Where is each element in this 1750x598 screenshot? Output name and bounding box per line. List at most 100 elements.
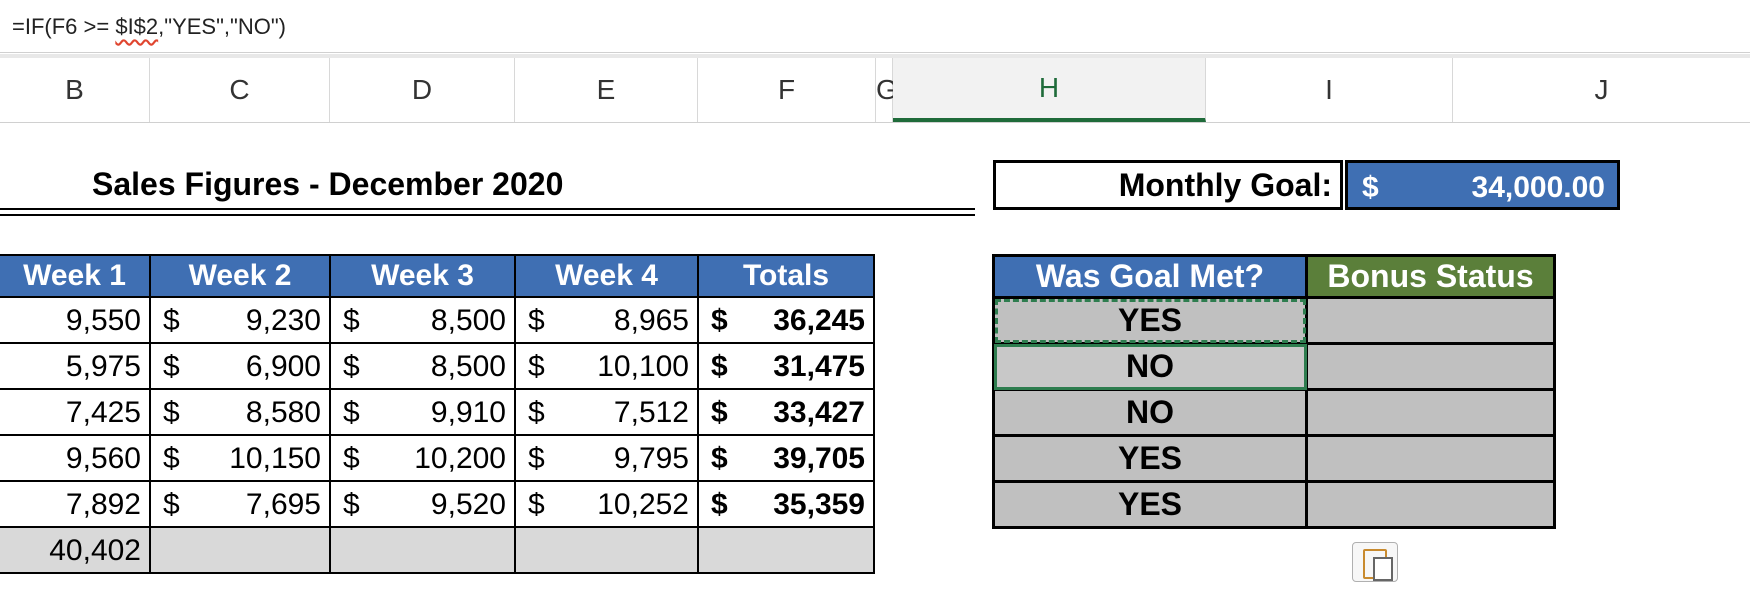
table-cell-total[interactable]: $39,705: [697, 434, 875, 482]
table-cell-w3[interactable]: $10,200: [329, 434, 516, 482]
table-cell-w4[interactable]: $10,100: [514, 342, 699, 390]
title-underline-double: [0, 214, 975, 216]
header-week-1[interactable]: Week 1: [0, 254, 151, 298]
column-header-f[interactable]: F: [698, 58, 876, 122]
table-cell-total[interactable]: $36,245: [697, 296, 875, 344]
table-cell-w2[interactable]: $9,230: [149, 296, 331, 344]
footer-cell-week-3[interactable]: [329, 526, 516, 574]
column-header-e[interactable]: E: [515, 58, 698, 122]
monthly-goal-label[interactable]: Monthly Goal:: [993, 160, 1343, 210]
table-cell-w1[interactable]: 9,550: [0, 296, 151, 344]
footer-cell-totals[interactable]: [697, 526, 875, 574]
table-cell-w2[interactable]: $8,580: [149, 388, 331, 436]
table-cell-w3[interactable]: $9,520: [329, 480, 516, 528]
cell-value: 7,695: [245, 488, 321, 521]
table-row: 9,560 $10,150 $10,200 $9,795 $39,705: [0, 434, 875, 482]
column-header-g[interactable]: G: [876, 58, 898, 122]
cell-value: 6,900: [245, 350, 321, 383]
cell-value: 8,500: [430, 304, 506, 337]
currency-symbol: $: [163, 488, 180, 521]
table-cell-w4[interactable]: $10,252: [514, 480, 699, 528]
currency-symbol: $: [343, 442, 360, 475]
column-header-d[interactable]: D: [330, 58, 515, 122]
table-cell-w3[interactable]: $9,910: [329, 388, 516, 436]
paper-shape: [1373, 557, 1393, 581]
table-cell-w1[interactable]: 5,975: [0, 342, 151, 390]
paste-options-icon[interactable]: [1352, 542, 1398, 582]
bonus-status-cell[interactable]: [1305, 388, 1556, 437]
footer-cell-week-2[interactable]: [149, 526, 331, 574]
sheet-title[interactable]: Sales Figures - December 2020: [92, 166, 564, 202]
currency-symbol: $: [711, 442, 728, 475]
table-cell-w2[interactable]: $6,900: [149, 342, 331, 390]
bonus-status-cell[interactable]: [1305, 480, 1556, 529]
header-week-4[interactable]: Week 4: [514, 254, 699, 298]
table-cell-w1[interactable]: 9,560: [0, 434, 151, 482]
footer-cell-week-1[interactable]: 40,402: [0, 526, 151, 574]
table-cell-total[interactable]: $31,475: [697, 342, 875, 390]
currency-symbol: $: [343, 396, 360, 429]
column-header-i[interactable]: I: [1206, 58, 1453, 122]
column-header-b[interactable]: B: [0, 58, 150, 122]
table-row: YES: [992, 296, 1556, 345]
column-header-c[interactable]: C: [150, 58, 330, 122]
bonus-status-cell[interactable]: [1305, 434, 1556, 483]
formula-ref: $I$2: [115, 14, 159, 39]
bonus-status-cell[interactable]: [1305, 296, 1556, 345]
currency-symbol: $: [1362, 171, 1379, 204]
currency-symbol: $: [343, 488, 360, 521]
table-cell-w4[interactable]: $8,965: [514, 296, 699, 344]
table-cell-w1[interactable]: 7,892: [0, 480, 151, 528]
footer-week-1-value: 40,402: [49, 534, 141, 567]
table-cell-w4[interactable]: $7,512: [514, 388, 699, 436]
goal-status-table: Was Goal Met? Bonus Status YES NO NO YES YES: [992, 254, 1556, 529]
table-cell-w3[interactable]: $8,500: [329, 342, 516, 390]
currency-symbol: $: [528, 488, 545, 521]
table-row: YES: [992, 480, 1556, 529]
table-cell-w4[interactable]: $9,795: [514, 434, 699, 482]
header-bonus-status[interactable]: Bonus Status: [1305, 254, 1556, 299]
cell-value: 9,795: [613, 442, 689, 475]
footer-cell-week-4[interactable]: [514, 526, 699, 574]
cell-value: 8,965: [613, 304, 689, 337]
title-underline: [0, 208, 975, 210]
cell-value: 35,359: [773, 488, 865, 521]
header-week-3[interactable]: Week 3: [329, 254, 516, 298]
table-row: 7,892 $7,695 $9,520 $10,252 $35,359: [0, 480, 875, 528]
header-totals[interactable]: Totals: [697, 254, 875, 298]
table-cell-w1[interactable]: 7,425: [0, 388, 151, 436]
monthly-goal-value[interactable]: $ 34,000.00: [1345, 160, 1620, 210]
column-header-j[interactable]: J: [1594, 74, 1609, 105]
bonus-status-cell[interactable]: [1305, 342, 1556, 391]
formula-text[interactable]: =IF(F6 >= $I$2,"YES","NO"): [12, 14, 286, 40]
cell-value: 9,910: [430, 396, 506, 429]
cell-value: 39,705: [773, 442, 865, 475]
header-was-goal-met[interactable]: Was Goal Met?: [992, 254, 1308, 299]
table-cell-w2[interactable]: $7,695: [149, 480, 331, 528]
table-row: NO: [992, 388, 1556, 437]
cell-value: 36,245: [773, 304, 865, 337]
sales-header-row: Week 1 Week 2 Week 3 Week 4 Totals: [0, 254, 875, 298]
column-headers: B C D E F G H I J: [0, 58, 1750, 123]
goal-met-cell[interactable]: YES: [992, 296, 1308, 345]
table-row: 5,975 $6,900 $8,500 $10,100 $31,475: [0, 342, 875, 390]
formula-bar[interactable]: =IF(F6 >= $I$2,"YES","NO"): [0, 0, 1750, 53]
goal-met-cell[interactable]: YES: [992, 480, 1308, 529]
sales-table: Week 1 Week 2 Week 3 Week 4 Totals 9,550…: [0, 254, 875, 574]
formula-separator: [0, 54, 1750, 58]
cell-value: 9,230: [245, 304, 321, 337]
goal-met-cell[interactable]: NO: [992, 342, 1308, 391]
table-cell-w3[interactable]: $8,500: [329, 296, 516, 344]
goal-met-cell[interactable]: YES: [992, 434, 1308, 483]
table-row: NO: [992, 342, 1556, 391]
table-cell-w2[interactable]: $10,150: [149, 434, 331, 482]
cell-value: 10,150: [229, 442, 321, 475]
cell-value: 10,200: [414, 442, 506, 475]
cell-value: 7,892: [65, 488, 141, 521]
table-cell-total[interactable]: $35,359: [697, 480, 875, 528]
column-header-h[interactable]: H: [893, 58, 1206, 122]
goal-met-cell[interactable]: NO: [992, 388, 1308, 437]
cell-value: 31,475: [773, 350, 865, 383]
table-cell-total[interactable]: $33,427: [697, 388, 875, 436]
header-week-2[interactable]: Week 2: [149, 254, 331, 298]
